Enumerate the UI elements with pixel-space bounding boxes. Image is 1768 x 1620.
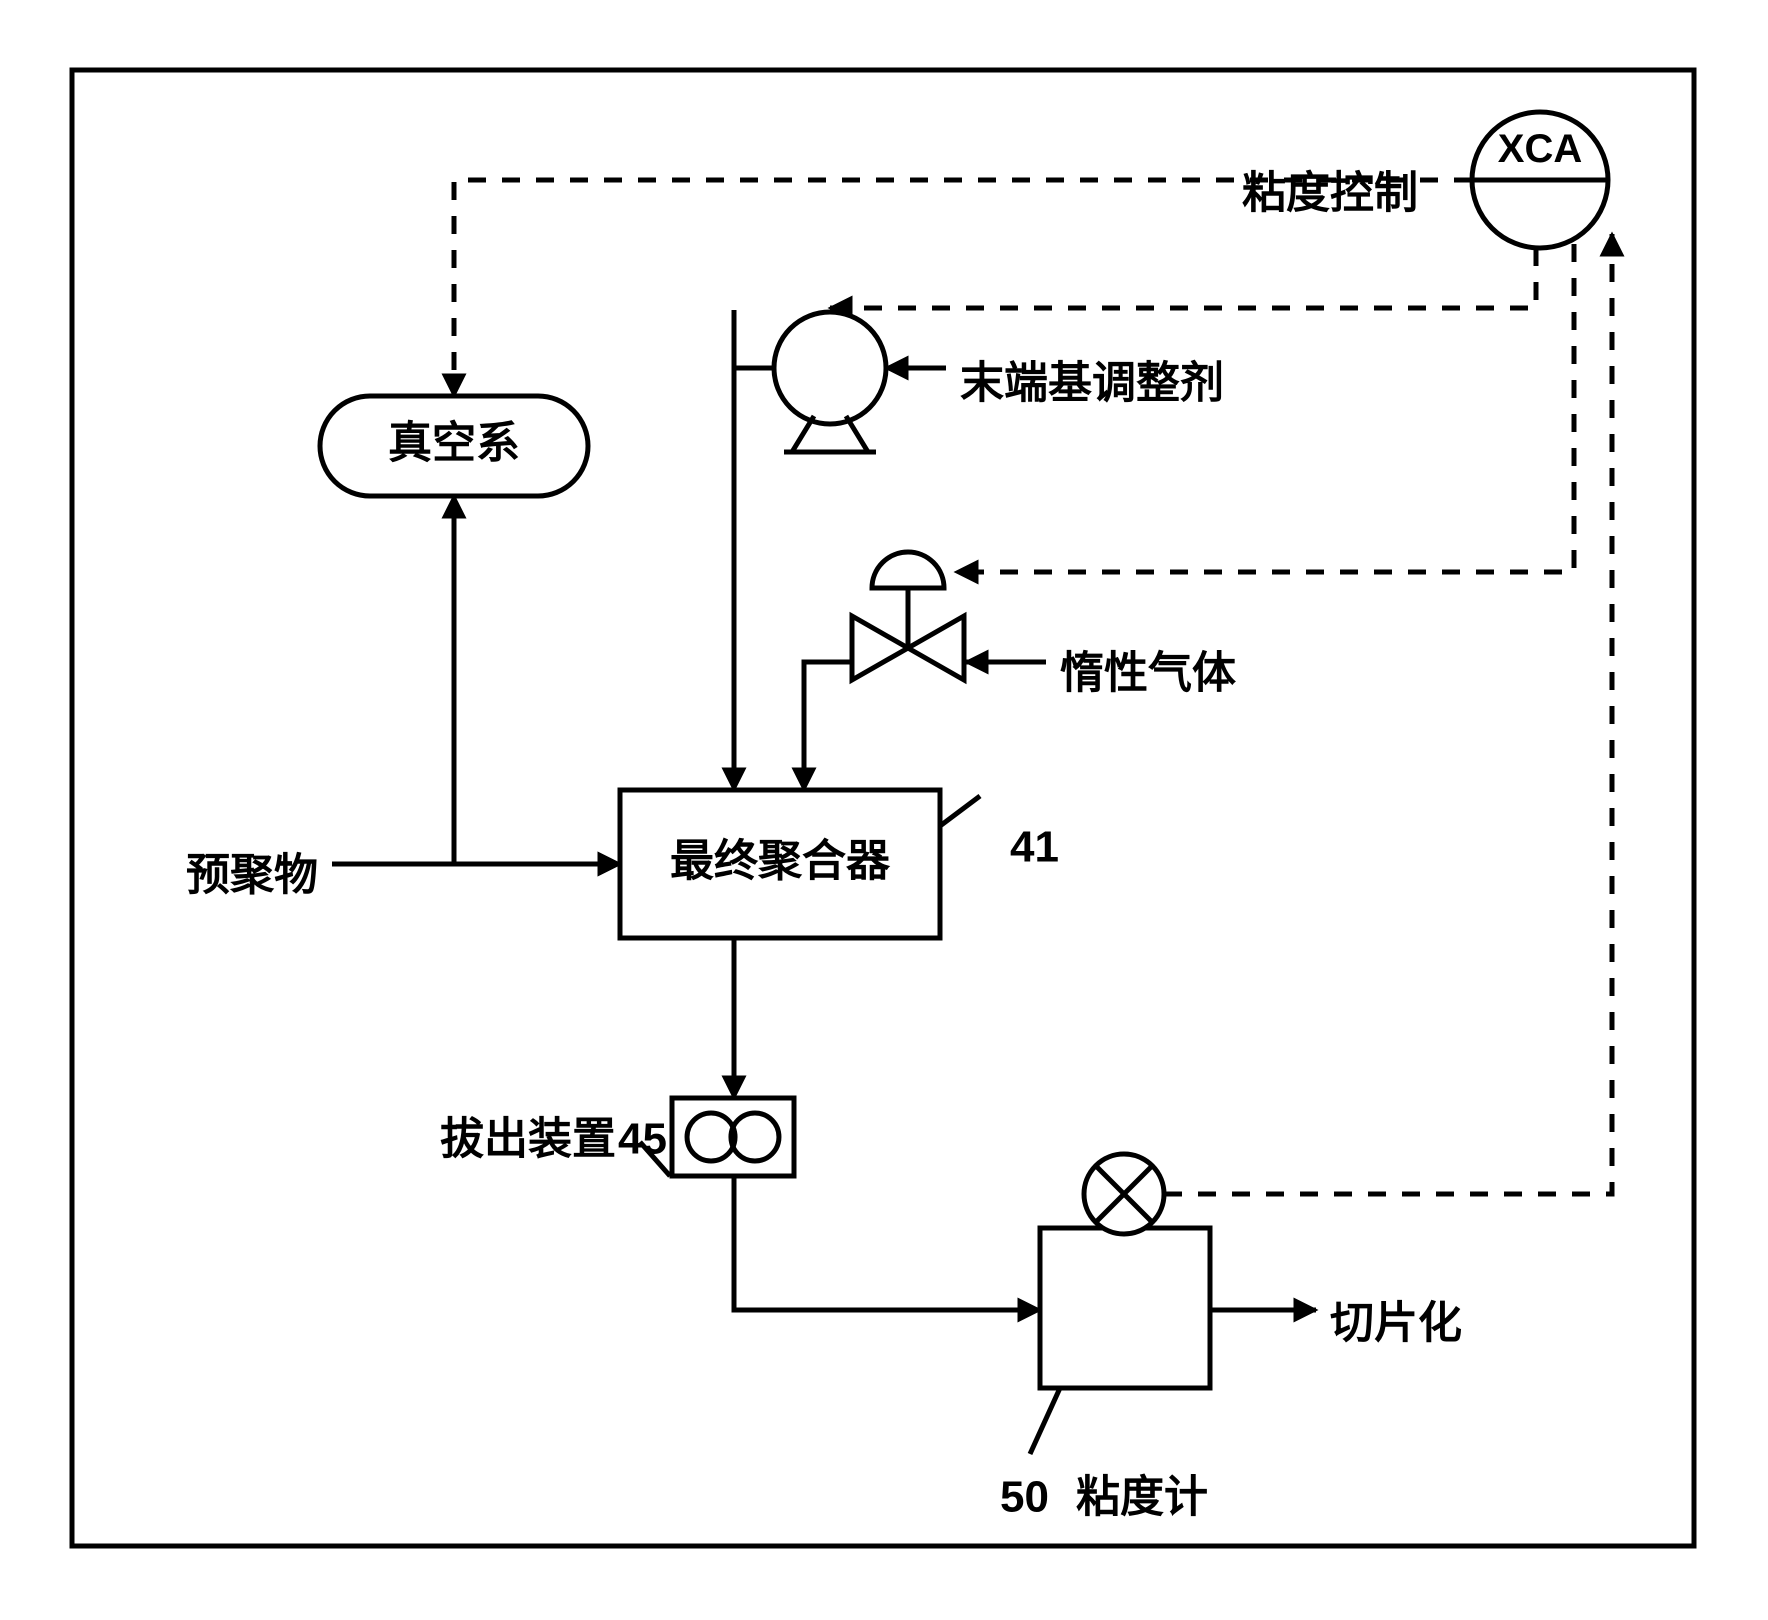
final-polymerizer: 最终聚合器 41 [620,790,1059,938]
xca-to-valve [956,244,1574,572]
viscosity-control-label: 粘度控制 [1242,169,1418,218]
polymerizer-tag: 41 [1010,823,1059,872]
vacuum-system: 真空系 [320,396,588,496]
polymerizer-tag-tick [940,796,980,826]
pump-icon: 末端基调整剂 [774,312,1224,452]
extractor-device: 拔出装置45 [440,1098,794,1176]
chip-label: 切片化 [1330,1299,1462,1348]
extractor-to-viscometer [734,1176,1040,1310]
viscometer-label: 粘度计 [1076,1473,1208,1522]
prepolymer-label: 预聚物 [186,851,318,900]
polymerizer-label: 最终聚合器 [670,837,891,886]
vacuum-to-polymerizer [454,496,620,864]
viscometer: 50 粘度计 [1000,1154,1210,1522]
end-group-label: 末端基调整剂 [960,359,1224,408]
extractor-label: 拔出装置 [440,1115,616,1164]
inert-gas-label: 惰性气体 [1060,649,1236,698]
valve-to-polymerizer [804,662,850,790]
extractor-tag: 45 [618,1115,667,1164]
viscometer-tag: 50 [1000,1473,1049,1522]
vacuum-label: 真空系 [388,419,520,468]
viscometer-tag-tick [1030,1388,1060,1454]
xca-text: XCA [1498,127,1582,171]
xca-to-pump [830,248,1536,308]
sensor-to-xca [1164,234,1612,1194]
